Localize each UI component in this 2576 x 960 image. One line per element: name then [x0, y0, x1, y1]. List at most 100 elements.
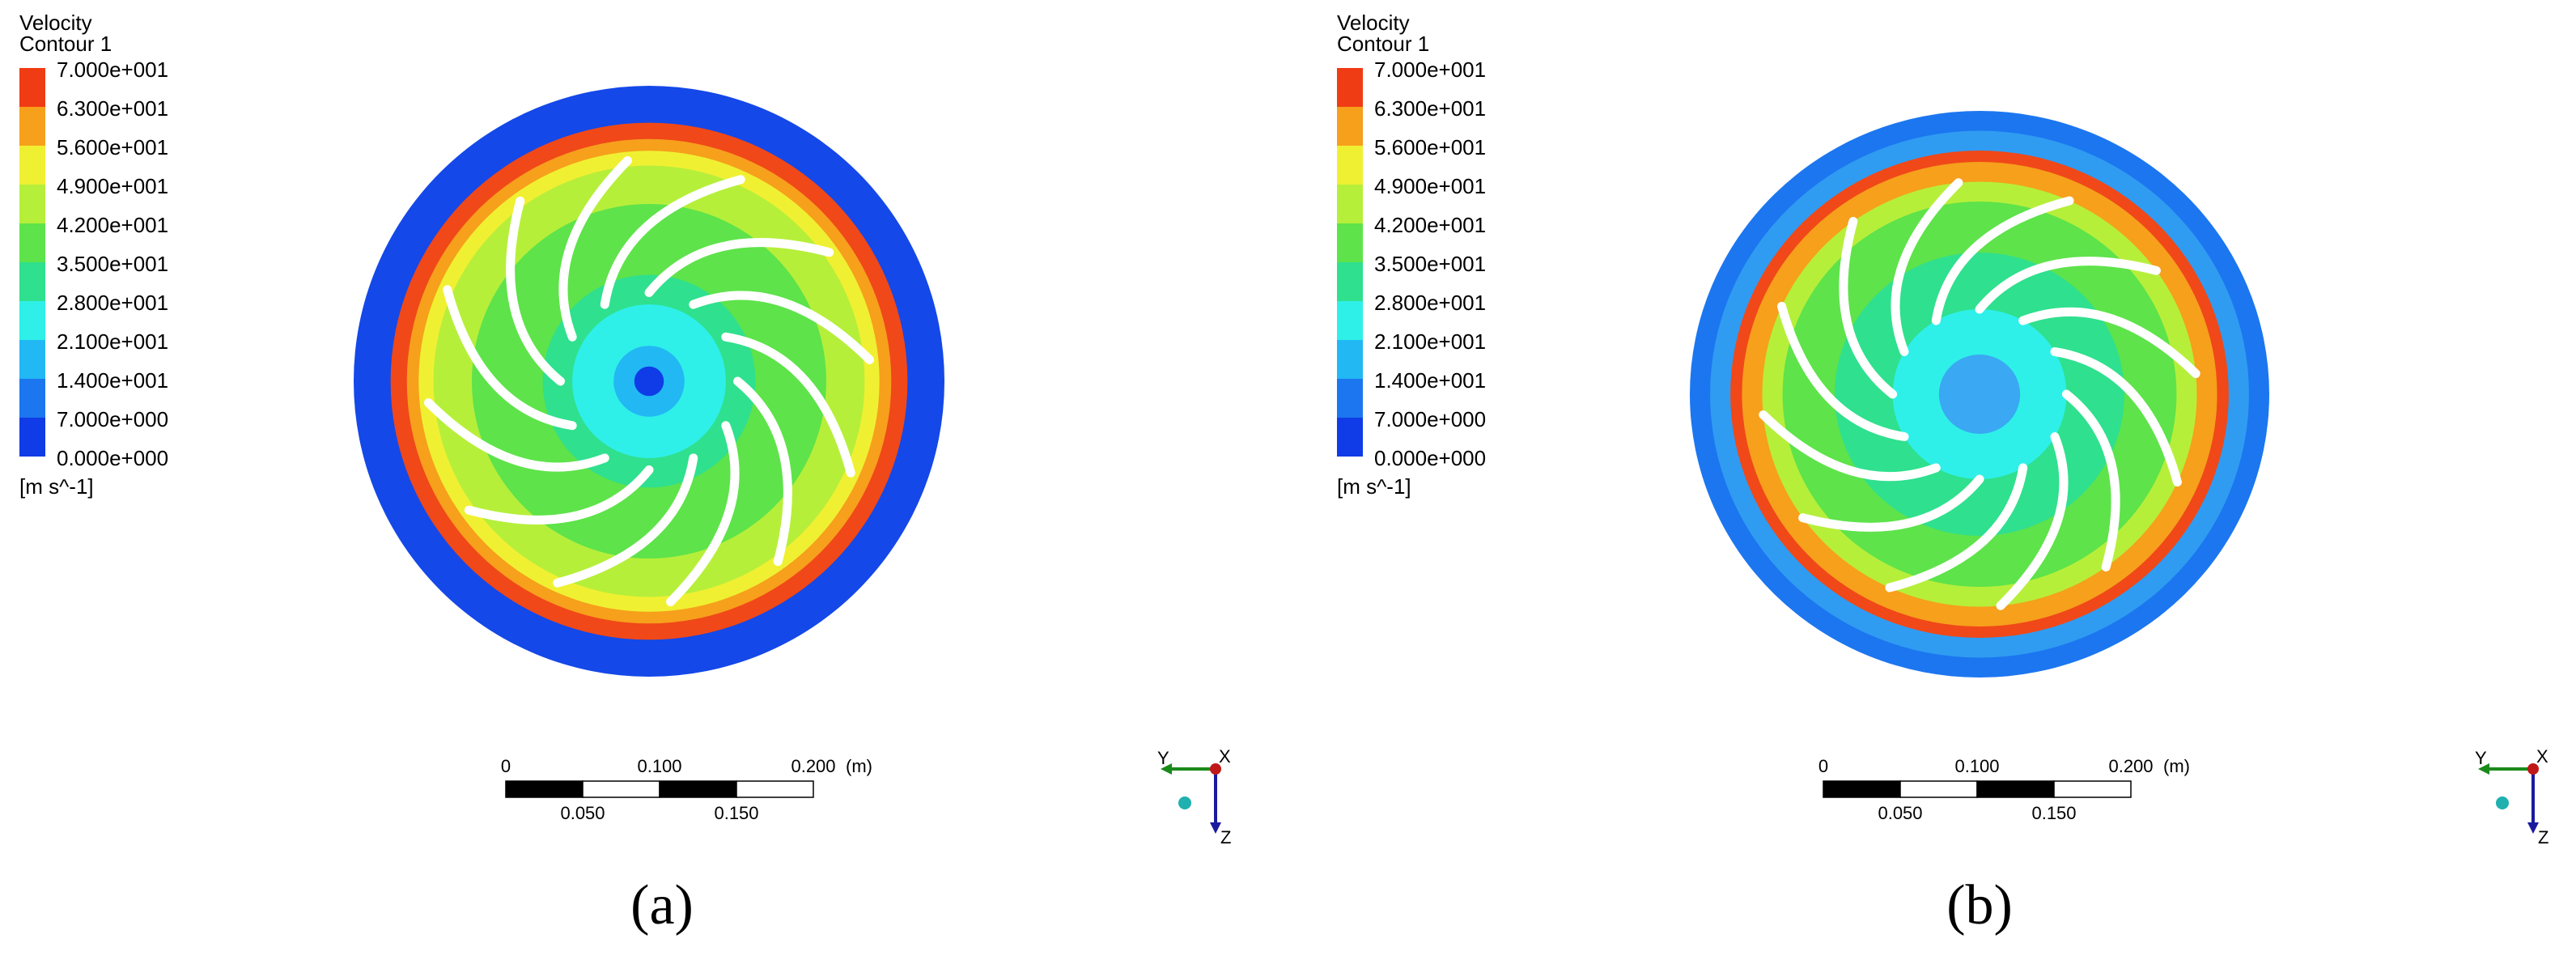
scale-segment: [1976, 780, 2055, 798]
axis-label: Z: [2538, 827, 2548, 847]
scale-label: 0.200: [791, 756, 835, 776]
legend-level: 2.800e+001: [57, 291, 168, 315]
scale-segment: [1823, 780, 1901, 798]
axis-dot: [1178, 796, 1191, 809]
legend-level: 3.500e+001: [57, 252, 168, 276]
axis-label: Z: [1220, 827, 1231, 847]
legend-level: 6.300e+001: [1374, 96, 1486, 121]
scale-segment: [659, 780, 737, 798]
axis-origin: [1210, 763, 1221, 775]
axis-origin: [2527, 763, 2539, 775]
contour-ring: [634, 366, 664, 397]
legend-level: 0.000e+000: [1374, 446, 1486, 470]
scale-label: 0.100: [637, 756, 681, 776]
axis-dot: [2496, 796, 2509, 809]
scale-label: 0: [1818, 756, 1828, 776]
blade: [1798, 474, 1984, 532]
blade: [689, 291, 874, 364]
legend-level: 6.300e+001: [57, 96, 168, 121]
blade: [506, 196, 565, 386]
color-band: [1337, 418, 1363, 457]
scale-label: 0.100: [1954, 756, 1999, 776]
legend-title: Velocity: [1337, 11, 1410, 35]
scale-label: (m): [846, 756, 872, 776]
axis-label: X: [2536, 746, 2548, 767]
legend-level: 2.100e+001: [57, 329, 168, 354]
blade: [558, 156, 632, 342]
blade: [666, 421, 740, 606]
legend-level: 2.100e+001: [1374, 329, 1486, 354]
color-band: [1337, 379, 1363, 418]
axis-label: Y: [2475, 748, 2487, 768]
caption: (b): [1946, 874, 2013, 937]
scale-label: (m): [2163, 756, 2190, 776]
arrow-head: [2527, 822, 2539, 834]
legend-subtitle: Contour 1: [19, 32, 112, 56]
blade: [600, 175, 745, 309]
legend-subtitle: Contour 1: [1337, 32, 1429, 56]
blade: [464, 465, 654, 525]
color-band: [19, 379, 45, 418]
legend-unit: [m s^-1]: [1337, 474, 1411, 499]
scale-segment: [505, 780, 584, 798]
color-band: [19, 146, 45, 185]
blade: [1975, 257, 2161, 314]
legend-level: 1.400e+001: [57, 368, 168, 393]
scale-label: 0.200: [2108, 756, 2153, 776]
scale-label: 0.050: [560, 803, 605, 823]
legend-level: 2.800e+001: [1374, 291, 1486, 315]
legend-level: 3.500e+001: [1374, 252, 1486, 276]
color-band: [19, 301, 45, 340]
scale-label: 0.150: [714, 803, 758, 823]
color-band: [19, 340, 45, 379]
blade: [1777, 301, 1909, 441]
scale-segment: [2053, 780, 2132, 798]
legend-title: Velocity: [19, 11, 92, 35]
color-band: [1337, 185, 1363, 223]
arrow-head: [1210, 822, 1221, 834]
blade: [1885, 463, 2028, 593]
blade: [553, 453, 698, 588]
axis-label: Y: [1157, 748, 1169, 768]
blade: [1891, 178, 1963, 356]
caption: (a): [630, 874, 694, 937]
legend-level: 0.000e+000: [57, 446, 168, 470]
blade: [1759, 410, 1941, 482]
color-band: [1337, 301, 1363, 340]
color-band: [19, 107, 45, 146]
blade: [1996, 432, 2069, 610]
color-band: [19, 223, 45, 262]
legend-unit: [m s^-1]: [19, 474, 94, 499]
legend-level: 7.000e+001: [57, 57, 168, 82]
color-band: [1337, 146, 1363, 185]
axis-label: X: [1219, 746, 1231, 767]
scale-segment: [582, 780, 660, 798]
legend-level: 4.200e+001: [1374, 213, 1486, 237]
arrow-head: [1161, 763, 1172, 775]
legend-level: 4.900e+001: [1374, 174, 1486, 198]
blade: [1839, 216, 1898, 399]
blade: [721, 332, 855, 478]
color-band: [1337, 223, 1363, 262]
blade: [2061, 389, 2120, 572]
legend-level: 1.400e+001: [1374, 368, 1486, 393]
blade: [644, 238, 834, 297]
blade: [443, 285, 577, 431]
blade: [2018, 307, 2200, 379]
legend-level: 7.000e+001: [1374, 57, 1486, 82]
blade: [733, 376, 792, 567]
color-band: [19, 418, 45, 457]
legend-level: 5.600e+001: [1374, 135, 1486, 159]
color-band: [19, 185, 45, 223]
legend-level: 4.200e+001: [57, 213, 168, 237]
arrow-head: [2478, 763, 2489, 775]
scale-segment: [1899, 780, 1978, 798]
legend-level: 5.600e+001: [57, 135, 168, 159]
scale-label: 0.150: [2031, 803, 2076, 823]
legend-level: 7.000e+000: [57, 407, 168, 431]
color-band: [19, 68, 45, 107]
scale-label: 0: [501, 756, 511, 776]
